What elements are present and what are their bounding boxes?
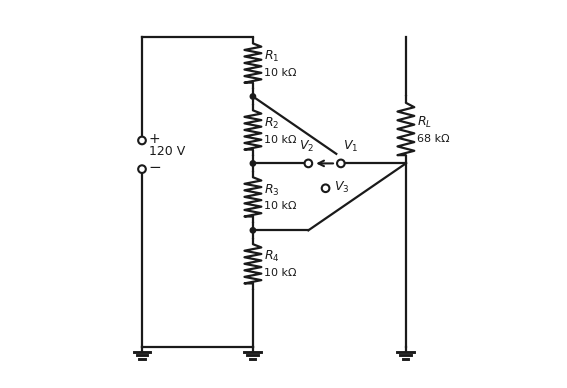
Text: $R_4$: $R_4$ bbox=[264, 249, 280, 265]
Text: $V_3$: $V_3$ bbox=[334, 180, 349, 195]
Text: 10 kΩ: 10 kΩ bbox=[264, 201, 296, 211]
Text: $V_1$: $V_1$ bbox=[343, 139, 358, 154]
Circle shape bbox=[250, 228, 256, 233]
Circle shape bbox=[250, 94, 256, 99]
Text: $R_1$: $R_1$ bbox=[264, 48, 279, 64]
Text: 10 kΩ: 10 kΩ bbox=[264, 268, 296, 278]
Text: $R_3$: $R_3$ bbox=[264, 182, 279, 197]
Text: $R_2$: $R_2$ bbox=[264, 116, 279, 131]
Text: 10 kΩ: 10 kΩ bbox=[264, 68, 296, 78]
Text: $R_L$: $R_L$ bbox=[417, 114, 431, 130]
Circle shape bbox=[250, 161, 256, 166]
Text: 68 kΩ: 68 kΩ bbox=[417, 133, 449, 144]
Text: +: + bbox=[149, 132, 160, 146]
Text: $V_2$: $V_2$ bbox=[299, 139, 314, 154]
Text: 120 V: 120 V bbox=[149, 146, 185, 158]
Text: 10 kΩ: 10 kΩ bbox=[264, 135, 296, 144]
Text: −: − bbox=[149, 161, 162, 175]
